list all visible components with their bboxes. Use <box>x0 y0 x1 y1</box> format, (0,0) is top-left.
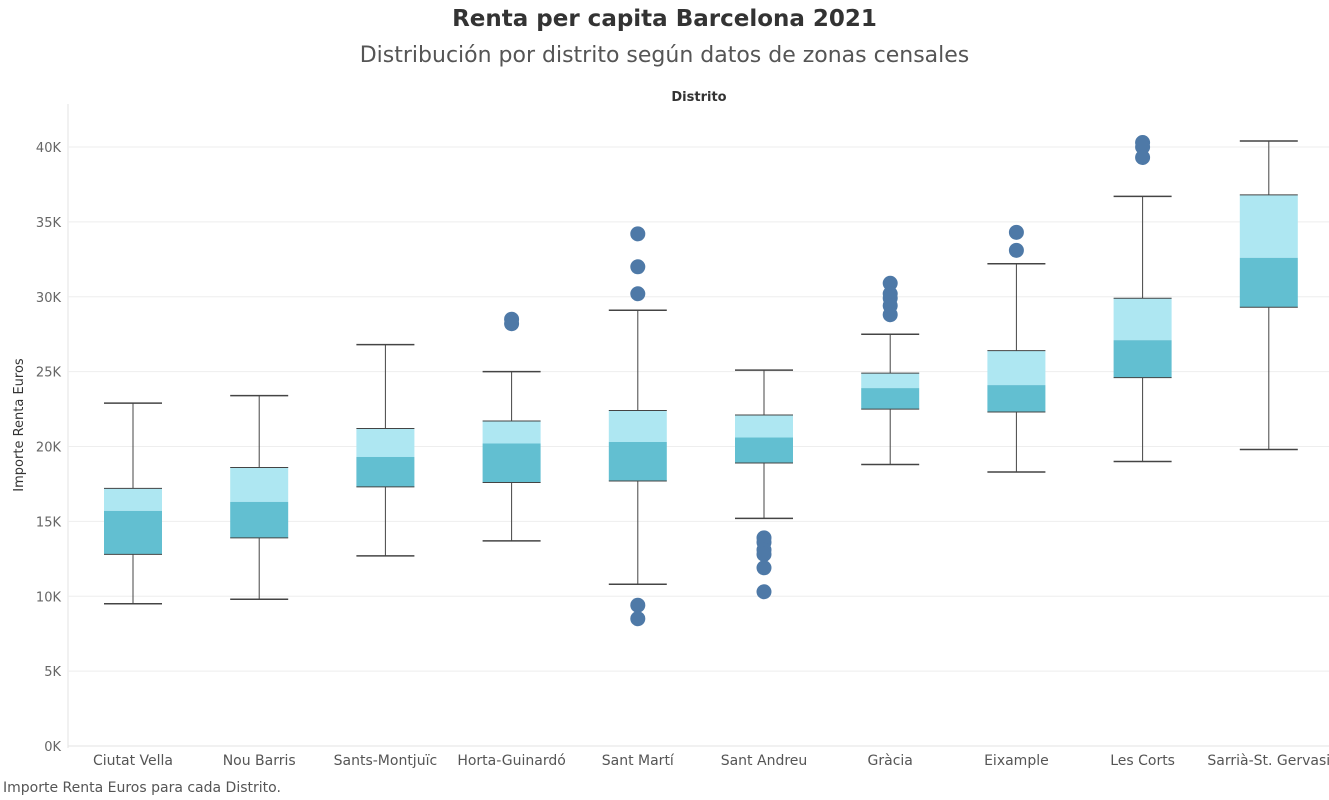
x-category-label: Nou Barris <box>223 753 296 769</box>
outlier-point <box>1135 139 1151 155</box>
upper-box <box>608 410 667 443</box>
outlier-point <box>882 307 898 323</box>
lower-box <box>230 501 289 538</box>
upper-box <box>104 488 162 511</box>
chart-subtitle: Distribución por distrito según datos de… <box>359 43 970 68</box>
y-tick-label: 20K <box>36 441 62 456</box>
upper-box <box>1239 194 1298 258</box>
y-axis-title: Importe Renta Euros <box>12 358 27 492</box>
chart-caption: Importe Renta Euros para cada Distrito. <box>3 780 281 796</box>
y-tick-label: 15K <box>36 515 62 530</box>
x-category-label: Horta-Guinardó <box>457 753 566 769</box>
outlier-point <box>756 584 772 600</box>
lower-box <box>861 388 920 410</box>
upper-box <box>356 428 415 457</box>
y-tick-label: 35K <box>36 216 62 231</box>
y-tick-label: 30K <box>36 291 62 306</box>
boxes <box>104 135 1298 627</box>
x-axis-categories: Ciutat Vella Nou Barris Sants-Montjuïc Hort… <box>93 753 1329 769</box>
outlier-point <box>1008 224 1024 240</box>
upper-box <box>482 421 541 444</box>
box-9 <box>1239 140 1298 451</box>
upper-box <box>1113 298 1172 341</box>
y-tick-label: 25K <box>36 366 62 381</box>
outlier-point <box>504 316 520 332</box>
box-3 <box>482 311 541 542</box>
grid-lines <box>68 146 1329 672</box>
lower-box <box>1113 340 1172 378</box>
lower-box <box>608 442 667 481</box>
x-category-label: Sants-Montjuïc <box>334 753 438 769</box>
upper-box <box>230 467 289 502</box>
outlier-point <box>630 597 646 613</box>
column-header-label: Distrito <box>671 90 726 105</box>
lower-box <box>1239 257 1298 308</box>
lower-box <box>735 437 793 463</box>
box-0 <box>104 402 162 605</box>
x-category-label: Les Corts <box>1110 753 1175 769</box>
y-tick-label: 40K <box>36 141 62 156</box>
outlier-point <box>630 611 646 627</box>
y-tick-label: 0K <box>44 740 61 755</box>
x-category-label: Eixample <box>984 753 1049 769</box>
upper-box <box>735 415 793 438</box>
x-category-label: Ciutat Vella <box>93 753 173 769</box>
y-tick-label: 5K <box>44 665 61 680</box>
y-tick-label: 10K <box>36 590 62 605</box>
box-7 <box>987 224 1046 473</box>
x-category-label: Sarrià-St. Gervasi <box>1207 753 1329 769</box>
box-5 <box>735 369 793 600</box>
lower-box <box>987 385 1046 413</box>
x-category-label: Gràcia <box>868 753 913 769</box>
lower-box <box>482 443 541 483</box>
lower-box <box>356 456 415 487</box>
x-category-label: Sant Andreu <box>721 753 808 769</box>
box-2 <box>356 343 415 557</box>
outlier-point <box>1135 149 1151 165</box>
box-6 <box>861 275 920 466</box>
lower-box <box>104 510 162 555</box>
box-4 <box>608 226 667 627</box>
box-8 <box>1113 135 1172 463</box>
outlier-point <box>756 546 772 562</box>
outlier-point <box>630 259 646 275</box>
box-1 <box>230 394 289 600</box>
x-category-label: Sant Martí <box>602 753 675 769</box>
outlier-point <box>882 275 898 291</box>
upper-box <box>987 350 1046 386</box>
outlier-point <box>630 226 646 242</box>
outlier-point <box>630 286 646 302</box>
y-axis-ticks: 0K 5K 10K 15K 20K 25K 30K 35K 40K <box>36 141 62 755</box>
outlier-point <box>756 560 772 576</box>
chart-title: Renta per capita Barcelona 2021 <box>452 6 877 32</box>
upper-box <box>861 373 920 389</box>
outlier-point <box>1008 242 1024 258</box>
